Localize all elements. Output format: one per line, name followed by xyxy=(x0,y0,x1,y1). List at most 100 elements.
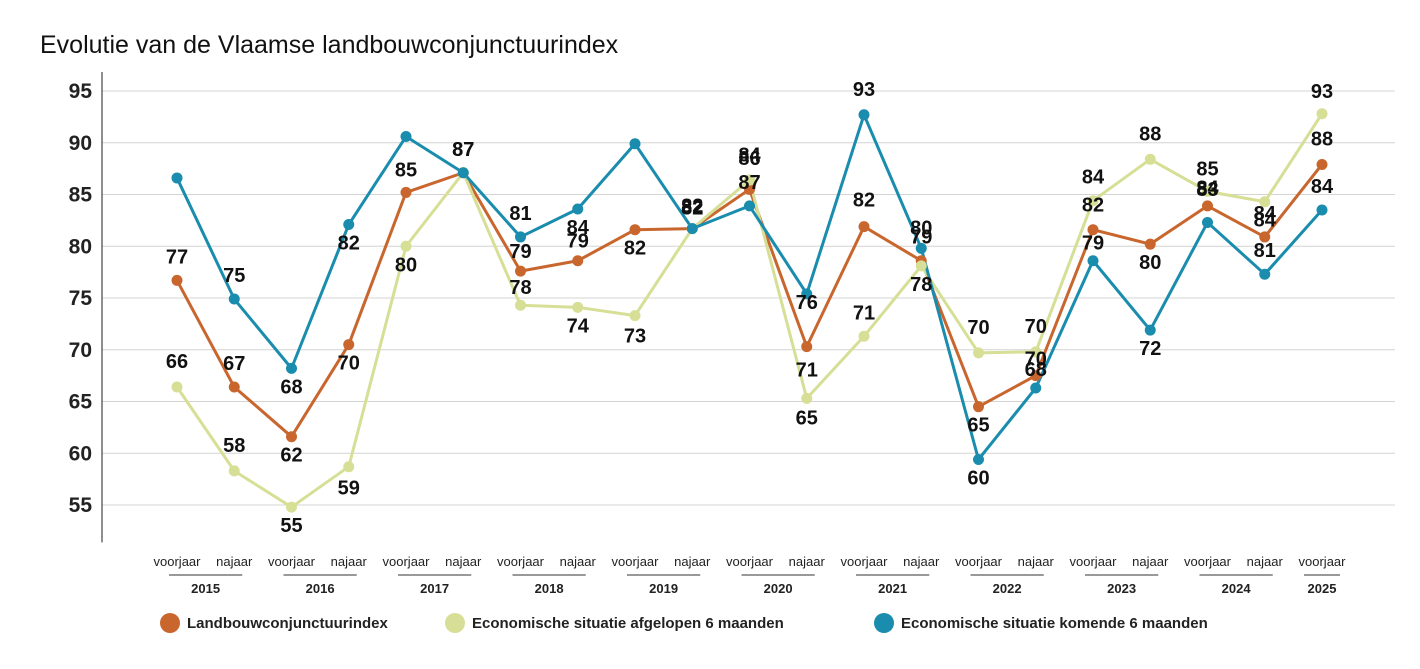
data-label-s2-13: 80 xyxy=(910,217,932,239)
data-label-s1-13: 78 xyxy=(910,274,932,296)
x-year-label-2015: 2015 xyxy=(191,581,220,596)
data-point-s0-2[interactable] xyxy=(286,431,297,443)
data-point-s2-6[interactable] xyxy=(515,231,526,243)
data-point-s1-6[interactable] xyxy=(515,299,526,311)
data-point-s2-15[interactable] xyxy=(1030,382,1042,394)
data-point-s0-11[interactable] xyxy=(801,341,813,353)
data-point-s0-1[interactable] xyxy=(228,381,240,393)
data-point-s0-15[interactable] xyxy=(1030,370,1042,382)
data-point-s2-17[interactable] xyxy=(1144,324,1156,336)
data-label-s0-2: 62 xyxy=(280,445,302,467)
data-label-s2-1: 75 xyxy=(223,265,245,287)
data-point-s0-6[interactable] xyxy=(515,265,526,277)
data-point-s1-15[interactable] xyxy=(1030,346,1042,358)
data-point-s1-13[interactable] xyxy=(915,260,927,272)
data-label-s2-12: 93 xyxy=(853,79,875,101)
data-point-s1-2[interactable] xyxy=(286,501,297,513)
legend-item-landbouwconjunctuurindex[interactable]: Landbouwconjunctuurindex xyxy=(160,613,388,633)
x-year-label-2016: 2016 xyxy=(306,581,335,596)
data-point-s2-13[interactable] xyxy=(915,242,927,254)
x-tick-label-najaar-2015: najaar xyxy=(216,554,253,569)
data-point-s2-3[interactable] xyxy=(343,219,355,231)
data-label-s0-11: 71 xyxy=(796,360,818,382)
data-point-s0-17[interactable] xyxy=(1144,238,1156,250)
data-point-s2-14[interactable] xyxy=(973,453,984,465)
data-point-s1-14[interactable] xyxy=(973,347,984,359)
legend-marker-afgelopen xyxy=(445,613,465,633)
data-point-s1-16[interactable] xyxy=(1087,195,1099,207)
data-point-s0-12[interactable] xyxy=(858,221,870,233)
data-point-s2-4[interactable] xyxy=(400,131,412,143)
data-point-s1-8[interactable] xyxy=(629,310,641,322)
data-point-s1-7[interactable] xyxy=(572,301,584,313)
data-point-s2-11[interactable] xyxy=(801,288,813,300)
data-point-s0-4[interactable] xyxy=(400,186,412,198)
legend-item-komende[interactable]: Economische situatie komende 6 maanden xyxy=(874,613,1208,633)
data-label-s0-20: 88 xyxy=(1311,128,1333,150)
x-tick-label-najaar-2023: najaar xyxy=(1132,554,1169,569)
data-point-s0-20[interactable] xyxy=(1316,158,1328,170)
data-point-s2-9[interactable] xyxy=(686,223,698,235)
data-point-s2-2[interactable] xyxy=(286,362,297,374)
data-label-s2-2: 68 xyxy=(280,376,302,398)
x-year-label-2017: 2017 xyxy=(420,581,449,596)
chart-title: Evolutie van de Vlaamse landbouwconjunct… xyxy=(40,31,619,59)
data-point-s1-17[interactable] xyxy=(1144,153,1156,165)
data-label-s0-0: 77 xyxy=(166,246,188,268)
data-point-s0-19[interactable] xyxy=(1259,231,1271,243)
data-point-s2-18[interactable] xyxy=(1202,216,1213,228)
data-label-s1-11: 65 xyxy=(796,407,818,429)
y-tick-label-70: 70 xyxy=(69,339,92,362)
data-label-s2-19: 81 xyxy=(1254,240,1276,262)
data-point-s1-11[interactable] xyxy=(801,392,813,404)
data-label-s1-2: 55 xyxy=(280,515,302,537)
data-point-s1-19[interactable] xyxy=(1259,196,1271,208)
x-year-label-2023: 2023 xyxy=(1107,581,1136,596)
data-point-s2-19[interactable] xyxy=(1259,268,1271,280)
data-label-s1-1: 58 xyxy=(223,435,245,457)
data-point-s0-8[interactable] xyxy=(629,224,641,236)
data-point-s2-10[interactable] xyxy=(744,200,755,212)
data-point-s0-10[interactable] xyxy=(744,183,755,195)
data-point-s2-8[interactable] xyxy=(629,138,641,150)
data-point-s0-3[interactable] xyxy=(343,339,355,351)
y-tick-label-60: 60 xyxy=(69,442,92,465)
x-tick-label-voorjaar-2024: voorjaar xyxy=(1184,554,1232,569)
data-point-s1-18[interactable] xyxy=(1202,185,1213,197)
data-point-s1-0[interactable] xyxy=(171,381,183,393)
data-point-s2-5[interactable] xyxy=(457,167,469,179)
x-axis: voorjaar najaar 2015 voorjaar najaar 2016 voor… xyxy=(154,554,1347,596)
data-point-s0-16[interactable] xyxy=(1087,224,1099,236)
legend-label-landbouwconjunctuurindex: Landbouwconjunctuurindex xyxy=(187,615,388,632)
legend-label-afgelopen: Economische situatie afgelopen 6 maanden xyxy=(472,615,784,632)
data-point-s1-3[interactable] xyxy=(343,461,355,473)
data-point-s2-1[interactable] xyxy=(228,293,240,305)
data-point-s2-16[interactable] xyxy=(1087,255,1099,267)
grid xyxy=(102,90,1395,506)
y-tick-label-85: 85 xyxy=(69,184,93,207)
data-point-s2-12[interactable] xyxy=(858,109,870,121)
data-point-s0-0[interactable] xyxy=(171,274,183,286)
data-point-s0-7[interactable] xyxy=(572,255,584,267)
data-point-s0-14[interactable] xyxy=(973,401,984,413)
data-point-s2-7[interactable] xyxy=(572,203,584,215)
data-label-s0-7: 79 xyxy=(567,231,589,253)
x-tick-label-najaar-2018: najaar xyxy=(560,554,597,569)
data-label-s2-15: 68 xyxy=(1025,359,1047,381)
series-points xyxy=(171,108,1328,513)
legend-marker-landbouwconjunctuurindex xyxy=(160,613,180,633)
data-point-s1-20[interactable] xyxy=(1316,108,1328,120)
data-point-s1-4[interactable] xyxy=(400,240,412,252)
data-label-s2-20: 84 xyxy=(1311,176,1334,198)
data-point-s1-10[interactable] xyxy=(744,174,755,186)
legend-item-afgelopen[interactable]: Economische situatie afgelopen 6 maanden xyxy=(445,613,784,633)
data-label-s1-19: 84 xyxy=(1254,210,1277,232)
data-point-s0-18[interactable] xyxy=(1202,200,1213,212)
data-point-s2-20[interactable] xyxy=(1316,204,1328,216)
data-label-s2-10: 87 xyxy=(738,172,760,194)
data-label-s1-9: 82 xyxy=(681,198,703,220)
data-point-s1-1[interactable] xyxy=(228,465,240,477)
data-point-s1-12[interactable] xyxy=(858,330,870,342)
data-point-s2-0[interactable] xyxy=(171,172,183,184)
data-label-s0-17: 80 xyxy=(1139,252,1161,274)
